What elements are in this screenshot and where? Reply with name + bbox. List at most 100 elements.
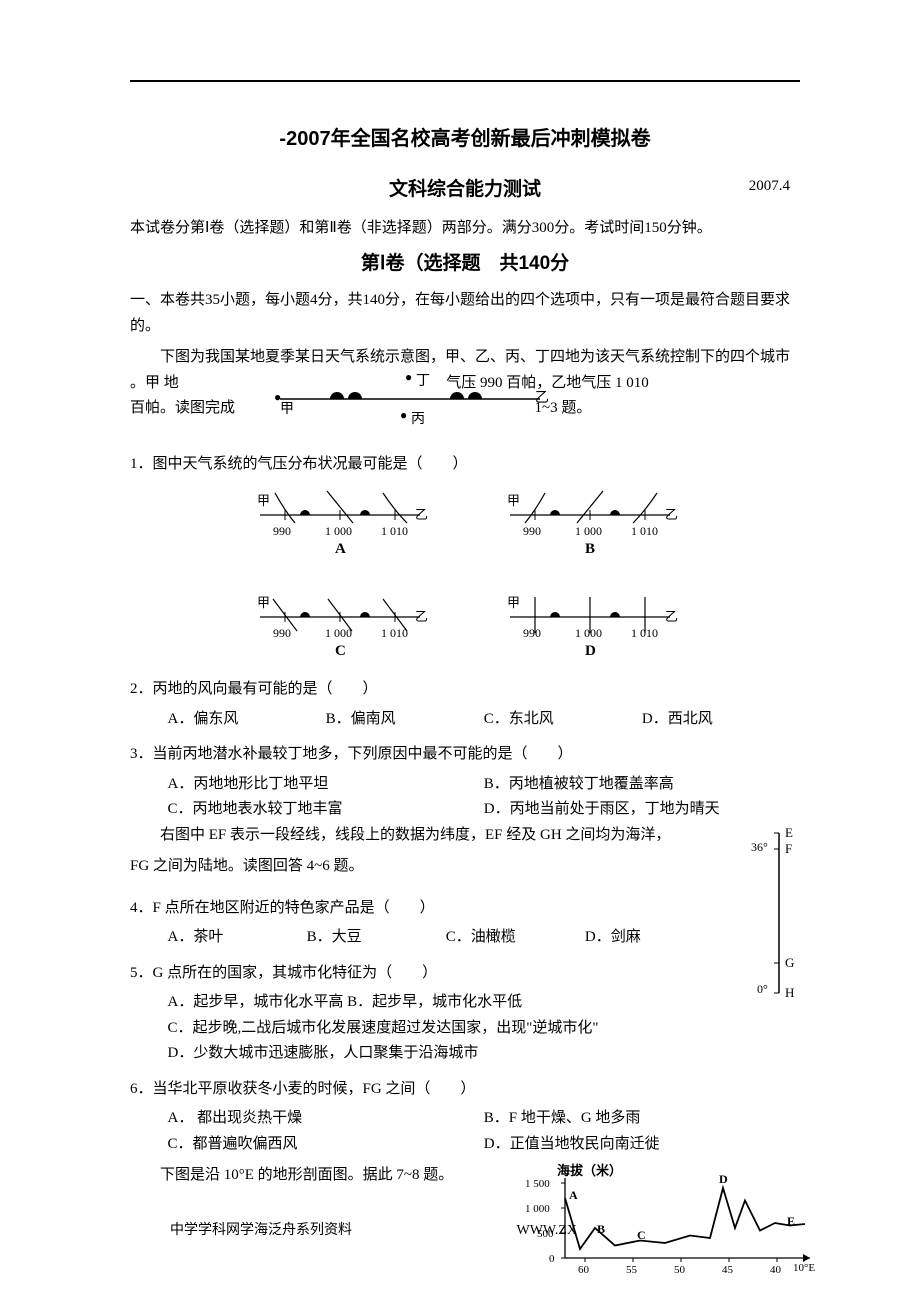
q6-opt-d: D．正值当地牧民向南迁徙 <box>484 1132 800 1158</box>
q3-stem: 3．当前丙地潜水补最较丁地多，下列原因中最不可能的是（ ） <box>130 742 800 768</box>
svg-text:60: 60 <box>578 1264 590 1273</box>
svg-text:50: 50 <box>674 1264 686 1273</box>
q4-opt-a: A．茶叶 <box>168 925 307 951</box>
svg-text:1 500: 1 500 <box>525 1178 550 1190</box>
q6-options: A． 都出现炎热干燥 B．F 地干燥、G 地多雨 C．都普遍吹偏西风 D．正值当… <box>130 1106 800 1157</box>
intro-q1-3: 下图为我国某地夏季某日天气系统示意图，甲、乙、丙、丁四地为该天气系统控制下的四个… <box>130 345 800 422</box>
q5-stem: 5．G 点所在的国家，其城市化特征为（ ） <box>130 961 800 987</box>
svg-text:1 010: 1 010 <box>631 626 658 640</box>
label-yi: 乙 <box>535 390 549 406</box>
q1-panel-d: 甲 乙 990 1 000 1 010 D <box>495 587 685 659</box>
svg-text:海拔（米）: 海拔（米） <box>557 1163 622 1178</box>
q2-opt-d: D．西北风 <box>642 707 800 733</box>
svg-text:乙: 乙 <box>665 507 678 522</box>
q5-opt-ab: A．起步早，城市化水平高 B．起步早，城市化水平低 <box>168 990 801 1016</box>
svg-text:C: C <box>335 643 346 659</box>
q3-opt-d: D．丙地当前处于雨区，丁地为晴天 <box>484 797 800 823</box>
section1-title: 第Ⅰ卷（选择题 共140分 <box>130 248 800 280</box>
q1-stem: 1．图中天气系统的气压分布状况最可能是（ ） <box>130 452 800 478</box>
subtitle: 文科综合能力测试 <box>389 174 541 206</box>
svg-text:36°: 36° <box>751 840 768 854</box>
svg-text:500: 500 <box>537 1228 554 1240</box>
q6-opt-b: B．F 地干燥、G 地多雨 <box>484 1106 800 1132</box>
q2-options: A．偏东风 B．偏南风 C．东北风 D．西北风 <box>130 707 800 733</box>
q3-options: A．丙地地形比丁地平坦 B．丙地植被较丁地覆盖率高 C．丙地地表水较丁地丰富 D… <box>130 772 800 823</box>
svg-text:0°: 0° <box>757 982 768 996</box>
svg-text:乙: 乙 <box>415 609 428 624</box>
fig-meridian: E F G H 36° 0° <box>749 823 805 1003</box>
q2-opt-b: B．偏南风 <box>326 707 484 733</box>
svg-text:C: C <box>637 1228 646 1242</box>
intro-q7-8: 下图是沿 10°E 的地形剖面图。据此 7~8 题。 <box>130 1163 499 1189</box>
svg-text:1 010: 1 010 <box>631 524 658 538</box>
fig-weather-system: 甲 ● 乙 ● 丁 ● 丙 <box>270 367 550 425</box>
exam-date: 2007.4 <box>749 174 790 200</box>
q5-opt-c: C．起步晚,二战后城市化发展速度超过发达国家，出现"逆城市化" <box>168 1016 801 1042</box>
top-rule <box>130 80 800 82</box>
svg-text:●: ● <box>405 370 412 384</box>
q5-options: A．起步早，城市化水平高 B．起步早，城市化水平低 C．起步晚,二战后城市化发展… <box>130 990 800 1067</box>
svg-text:1 010: 1 010 <box>381 626 408 640</box>
q5-opt-d: D．少数大城市迅速膨胀，人口聚集于沿海城市 <box>168 1041 801 1067</box>
svg-text:1 000: 1 000 <box>575 626 602 640</box>
svg-text:1 000: 1 000 <box>525 1203 550 1215</box>
q3-opt-a: A．丙地地形比丁地平坦 <box>168 772 484 798</box>
footer-left: 中学学科网学海泛舟系列资料 <box>170 1219 517 1243</box>
q6-opt-a: A． 都出现炎热干燥 <box>168 1106 484 1132</box>
svg-text:A: A <box>335 541 346 557</box>
q2-opt-c: C．东北风 <box>484 707 642 733</box>
label-jia: 甲 <box>280 402 294 417</box>
svg-text:0: 0 <box>549 1253 555 1265</box>
intro-q4-6-line1: 右图中 EF 表示一段经线，线段上的数据为纬度，EF 经及 GH 之间均为海洋， <box>130 823 800 849</box>
svg-text:●: ● <box>274 390 281 404</box>
svg-text:10°E: 10°E <box>793 1262 815 1273</box>
q3-opt-b: B．丙地植被较丁地覆盖率高 <box>484 772 800 798</box>
q4-options: A．茶叶 B．大豆 C．油橄榄 D．剑麻 <box>130 925 800 951</box>
label-bing: 丙 <box>411 412 425 425</box>
svg-text:1 010: 1 010 <box>381 524 408 538</box>
svg-text:甲: 甲 <box>257 493 270 508</box>
svg-text:990: 990 <box>523 626 541 640</box>
q1-panel-b: 甲 乙 990 1 000 1 010 B <box>495 485 685 557</box>
svg-text:990: 990 <box>273 524 291 538</box>
q1-panel-a: 甲 乙 990 1 000 1 010 A <box>245 485 435 557</box>
fig-profile: 海拔（米） 1 500 1 000 500 0 60 55 50 45 <box>515 1163 825 1273</box>
svg-text:990: 990 <box>523 524 541 538</box>
q4-opt-b: B．大豆 <box>307 925 446 951</box>
svg-text:H: H <box>785 985 794 1000</box>
intro-q7-8-wrap: 下图是沿 10°E 的地形剖面图。据此 7~8 题。 海拔（米） 1 500 1… <box>130 1163 800 1189</box>
svg-text:E: E <box>785 825 793 840</box>
svg-text:990: 990 <box>273 626 291 640</box>
svg-text:甲: 甲 <box>507 595 520 610</box>
q3-opt-c: C．丙地地表水较丁地丰富 <box>168 797 484 823</box>
svg-text:D: D <box>719 1172 728 1186</box>
exam-instructions: 本试卷分第Ⅰ卷（选择题）和第Ⅱ卷（非选择题）两部分。满分300分。考试时间150… <box>130 216 800 242</box>
subtitle-row: 文科综合能力测试 2007.4 <box>130 174 800 206</box>
intro-q4-6-wrap: 右图中 EF 表示一段经线，线段上的数据为纬度，EF 经及 GH 之间均为海洋，… <box>130 823 800 880</box>
svg-text:A: A <box>569 1188 578 1202</box>
q4-opt-c: C．油橄榄 <box>446 925 585 951</box>
q4-opt-d: D．剑麻 <box>585 925 724 951</box>
label-ding: 丁 <box>416 374 430 389</box>
svg-text:●: ● <box>400 408 407 422</box>
intro-q4-6-line2: FG 之间为陆地。读图回答 4~6 题。 <box>130 854 800 880</box>
svg-text:B: B <box>597 1222 605 1236</box>
q2-stem: 2．丙地的风向最有可能的是（ ） <box>130 677 800 703</box>
section1-intro: 一、本卷共35小题，每小题4分，共140分，在每小题给出的四个选项中，只有一项是… <box>130 288 800 339</box>
svg-text:甲: 甲 <box>257 595 270 610</box>
svg-text:40: 40 <box>770 1264 782 1273</box>
svg-text:G: G <box>785 955 794 970</box>
svg-text:1 000: 1 000 <box>325 626 352 640</box>
q1-panel-c: 甲 乙 990 1 000 1 010 C <box>245 587 435 659</box>
svg-text:乙: 乙 <box>415 507 428 522</box>
svg-text:55: 55 <box>626 1264 638 1273</box>
svg-text:D: D <box>585 643 596 659</box>
svg-text:B: B <box>585 541 595 557</box>
q6-stem: 6．当华北平原收获冬小麦的时候，FG 之间（ ） <box>130 1077 800 1103</box>
q6-opt-c: C．都普遍吹偏西风 <box>168 1132 484 1158</box>
svg-text:F: F <box>785 841 792 856</box>
svg-text:45: 45 <box>722 1264 734 1273</box>
q1-figures: 甲 乙 990 1 000 1 010 A 甲 乙 990 1 000 1 01… <box>130 485 800 659</box>
svg-text:E: E <box>787 1214 795 1228</box>
intro-text-3: 百帕。读图完成 <box>130 400 235 416</box>
